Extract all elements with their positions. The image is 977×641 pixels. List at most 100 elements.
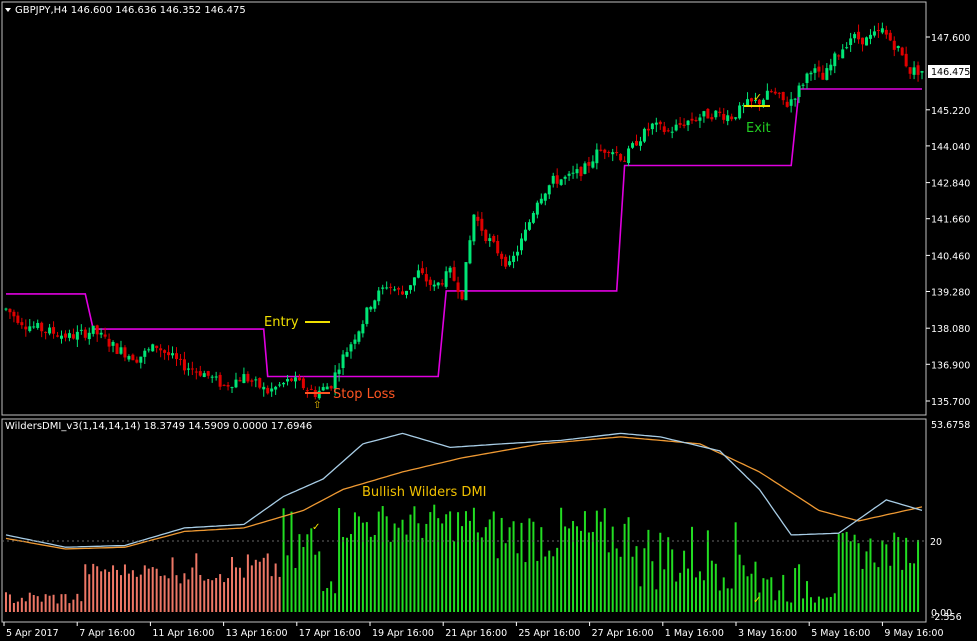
candle-body bbox=[555, 175, 559, 184]
candle-body bbox=[317, 390, 321, 399]
candle-body bbox=[865, 37, 868, 46]
histogram-bar-bullish bbox=[528, 518, 531, 612]
histogram-bar-bullish bbox=[635, 546, 638, 612]
histogram-bar-bullish bbox=[576, 526, 579, 612]
candle-body bbox=[171, 353, 175, 356]
candle-body bbox=[535, 202, 539, 215]
candle-body bbox=[833, 53, 837, 67]
candle-body bbox=[222, 384, 226, 386]
histogram-bar-bullish bbox=[385, 516, 388, 612]
candle-body bbox=[234, 379, 238, 388]
candle-body bbox=[377, 290, 381, 302]
candle-body bbox=[186, 368, 190, 370]
histogram-bar-bullish bbox=[659, 532, 662, 612]
candle-body bbox=[551, 175, 555, 184]
candle-body bbox=[872, 31, 876, 36]
histogram-bar-bearish bbox=[278, 576, 281, 612]
candle-body bbox=[36, 323, 40, 328]
histogram-bar-bearish bbox=[12, 602, 15, 612]
candle-body bbox=[805, 73, 809, 84]
up-arrow-icon: ⇧ bbox=[313, 400, 321, 411]
indicator-tick-label: 53.6758 bbox=[931, 420, 970, 431]
candle-body bbox=[563, 176, 567, 179]
candle-body bbox=[738, 105, 742, 119]
histogram-bar-bullish bbox=[349, 534, 352, 612]
histogram-bar-bearish bbox=[96, 566, 99, 612]
candle-body bbox=[436, 282, 440, 286]
candle-body bbox=[595, 149, 599, 164]
candle-body bbox=[631, 143, 635, 148]
histogram-bar-bullish bbox=[302, 546, 305, 612]
histogram-bar-bullish bbox=[330, 581, 333, 612]
candle-body bbox=[329, 386, 333, 389]
histogram-bar-bullish bbox=[286, 555, 289, 612]
histogram-bar-bearish bbox=[175, 575, 178, 612]
histogram-bar-bullish bbox=[714, 563, 717, 612]
candle-body bbox=[777, 92, 781, 94]
histogram-bar-bullish bbox=[877, 567, 880, 612]
histogram-bar-bearish bbox=[143, 565, 146, 612]
candle-body bbox=[773, 91, 777, 94]
candle-body bbox=[107, 338, 111, 347]
histogram-bar-bullish bbox=[492, 511, 495, 612]
candle-body bbox=[690, 118, 694, 121]
candle-body bbox=[484, 229, 488, 242]
histogram-bar-bullish bbox=[782, 574, 785, 612]
histogram-bar-bullish bbox=[393, 523, 396, 612]
histogram-bar-bullish bbox=[623, 523, 626, 612]
histogram-bar-bullish bbox=[913, 563, 916, 612]
candle-body bbox=[353, 339, 357, 344]
histogram-bar-bullish bbox=[893, 532, 896, 612]
candle-body bbox=[238, 380, 242, 382]
candle-body bbox=[627, 148, 631, 164]
trailing-stop-line bbox=[6, 88, 922, 378]
histogram-bar-bullish bbox=[611, 526, 614, 612]
histogram-bar-bullish bbox=[917, 539, 920, 612]
candle-body bbox=[694, 120, 698, 122]
histogram-bar-bullish bbox=[718, 590, 721, 612]
candle-body bbox=[654, 122, 658, 125]
histogram-bar-bearish bbox=[52, 594, 55, 612]
histogram-bar-bearish bbox=[139, 574, 142, 612]
candle-body bbox=[385, 287, 389, 289]
histogram-bar-bullish bbox=[583, 511, 586, 612]
histogram-bar-bearish bbox=[223, 582, 226, 612]
candle-body bbox=[305, 390, 309, 392]
histogram-bar-bullish bbox=[817, 596, 820, 612]
histogram-bar-bullish bbox=[318, 551, 321, 612]
histogram-bar-bullish bbox=[532, 521, 535, 612]
candle-body bbox=[357, 331, 361, 342]
time-axis: 5 Apr 2017 7 Apr 16:00 11 Apr 16:00 13 Apr … bbox=[3, 622, 944, 639]
candle-body bbox=[119, 347, 123, 354]
histogram-bar-bearish bbox=[72, 599, 75, 612]
candle-body bbox=[646, 128, 650, 131]
candle-body bbox=[797, 85, 801, 98]
histogram-bar-bullish bbox=[679, 572, 682, 612]
histogram-bar-bullish bbox=[342, 536, 345, 612]
histogram-bar-bullish bbox=[905, 537, 908, 612]
histogram-bar-bullish bbox=[687, 568, 690, 612]
histogram-bar-bullish bbox=[857, 543, 860, 612]
candle-body bbox=[8, 308, 12, 313]
histogram-bar-bearish bbox=[238, 567, 241, 612]
symbol-dropdown[interactable]: GBPJPY,H4 146.600 146.636 146.352 146.47… bbox=[5, 5, 246, 16]
time-tick-label: 11 Apr 16:00 bbox=[152, 628, 214, 639]
price-tick-label: 142.840 bbox=[931, 179, 970, 190]
histogram-bar-bearish bbox=[40, 601, 43, 612]
candle-body bbox=[345, 352, 349, 357]
time-tick-label: 27 Apr 16:00 bbox=[592, 628, 654, 639]
histogram-bar-bearish bbox=[100, 571, 103, 612]
candle-body bbox=[845, 47, 849, 49]
candle-body bbox=[611, 152, 615, 155]
candle-body bbox=[742, 104, 746, 106]
candle-body bbox=[523, 229, 527, 241]
dropdown-arrow-icon[interactable] bbox=[5, 8, 11, 12]
histogram-bar-bullish bbox=[825, 597, 828, 612]
candle-body bbox=[448, 267, 452, 273]
candle-body bbox=[746, 99, 750, 106]
histogram-bar-bullish bbox=[651, 561, 654, 612]
candle-body bbox=[508, 261, 512, 266]
candle-body bbox=[607, 152, 611, 154]
histogram-bar-bullish bbox=[560, 507, 563, 612]
